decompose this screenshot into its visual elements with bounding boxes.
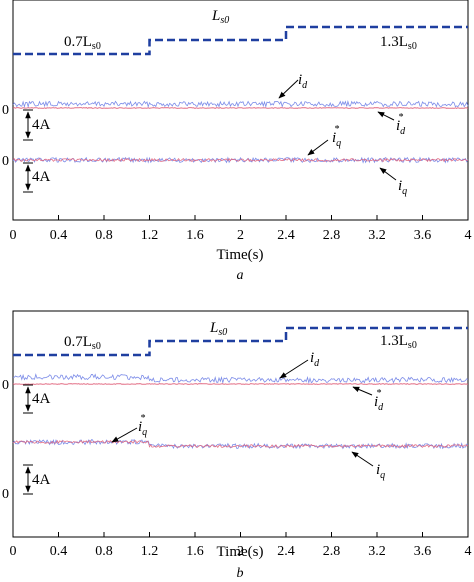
trace-iq [12, 438, 468, 450]
panel-a-traces [12, 99, 469, 164]
x-tick-label: 3.6 [414, 544, 432, 559]
panel-a-x-tick-labels: 0 0.4 0.8 1.2 1.6 2 2.4 2.8 3.2 3.6 4 [10, 228, 472, 243]
x-tick-label: 3.6 [414, 228, 432, 243]
x-tick-label: 0.8 [95, 228, 113, 243]
x-tick-label: 1.2 [141, 228, 159, 243]
svg-text:iq: iq [376, 462, 385, 481]
panel-a-inductance-step [13, 25, 468, 56]
x-tick-label: 4 [465, 544, 472, 559]
x-tick-label: 2 [237, 544, 244, 559]
panel-b-scale-bar-1: 4A [23, 384, 51, 414]
trace-iq-ref [12, 439, 469, 449]
svg-text:id: id [298, 72, 308, 91]
x-tick-label: 2 [237, 228, 244, 243]
panel-b-caption: b [237, 566, 244, 581]
svg-text:id*: id* [374, 388, 384, 413]
svg-text:iq: iq [398, 178, 407, 197]
panel-a-scale-bar-2: 4A [23, 162, 51, 193]
x-tick-label: 0 [10, 228, 17, 243]
panel-b-scale-bar-2-label: 4A [32, 472, 51, 488]
panel-b-label-iq-ref: iq* [111, 413, 147, 443]
panel-b-label-id: id [279, 350, 320, 379]
panel-a-segment-label-2: Ls0 [211, 8, 229, 26]
svg-text:id: id [310, 350, 320, 369]
panel-b-scale-bar-2: 4A [23, 464, 51, 495]
svg-text:iq*: iq* [332, 124, 341, 149]
panel-b-inductance-step [13, 326, 468, 357]
panel-b-segment-label-2: Ls0 [209, 320, 227, 338]
panel-b-scale-bar-1-label: 4A [32, 391, 51, 407]
x-tick-label: 2.4 [277, 544, 295, 559]
x-tick-label: 1.2 [141, 544, 159, 559]
panel-a-scale-bar-1-label: 4A [32, 117, 51, 133]
panel-a-x-axis-label: Time(s) [217, 247, 264, 263]
x-tick-label: 3.2 [368, 544, 386, 559]
panel-a-y-zero-label-iq: 0 [2, 154, 9, 169]
panel-a-x-ticks [12, 215, 469, 220]
panel-a-scale-bar-1: 4A [23, 109, 51, 141]
x-tick-label: 3.2 [368, 228, 386, 243]
x-tick-label: 1.6 [186, 544, 204, 559]
x-tick-label: 4 [465, 228, 472, 243]
x-tick-label: 2.8 [323, 544, 341, 559]
x-tick-label: 0.8 [95, 544, 113, 559]
panel-a-caption: a [237, 268, 244, 283]
panel-b-segment-label-1: 0.7Ls0 [64, 334, 101, 352]
panel-b-y-zero-label-id: 0 [2, 378, 9, 393]
panel-a-label-id-ref: id* [377, 111, 406, 137]
x-tick-label: 2.8 [323, 228, 341, 243]
panel-b-x-axis-label: Time(s) [217, 544, 264, 560]
panel-a-y-zero-label-id: 0 [2, 103, 9, 118]
panel-b-x-tick-labels: 0 0.4 0.8 1.2 1.6 2 2.4 2.8 3.2 3.6 4 [10, 544, 472, 559]
panel-a: 0 0.4 0.8 1.2 1.6 2 2.4 2.8 3.2 3.6 4 0 0 4A 4A 0.… [2, 0, 472, 283]
trace-id-ref [12, 107, 469, 109]
panel-a-label-iq: iq [379, 167, 407, 197]
panel-a-scale-bar-2-label: 4A [32, 169, 51, 185]
x-tick-label: 2.4 [277, 228, 295, 243]
x-tick-label: 0 [10, 544, 17, 559]
trace-id-ref [12, 383, 469, 385]
svg-text:id*: id* [396, 112, 406, 137]
panel-a-label-iq-ref: iq* [307, 124, 341, 156]
x-tick-label: 0.4 [50, 228, 68, 243]
panel-b-traces [12, 373, 469, 450]
trace-id [12, 373, 469, 385]
svg-text:iq*: iq* [138, 413, 147, 438]
panel-a-label-id: id [278, 72, 308, 99]
panel-b-y-zero-label-iq: 0 [2, 487, 9, 502]
panel-a-segment-label-1: 0.7Ls0 [64, 34, 101, 52]
trace-id [12, 99, 469, 109]
panel-b: 0 0.4 0.8 1.2 1.6 2 2.4 2.8 3.2 3.6 4 0 0 4A 4A 0.… [2, 310, 472, 581]
panel-b-label-iq: iq [351, 451, 385, 481]
panel-a-segment-label-3: 1.3Ls0 [380, 34, 417, 52]
panel-b-label-id-ref: id* [352, 386, 384, 413]
x-tick-label: 0.4 [50, 544, 68, 559]
panel-b-segment-label-3: 1.3Ls0 [380, 333, 417, 351]
trace-iq-ref [12, 157, 469, 163]
panel-b-x-ticks [12, 532, 469, 537]
x-tick-label: 1.6 [186, 228, 204, 243]
